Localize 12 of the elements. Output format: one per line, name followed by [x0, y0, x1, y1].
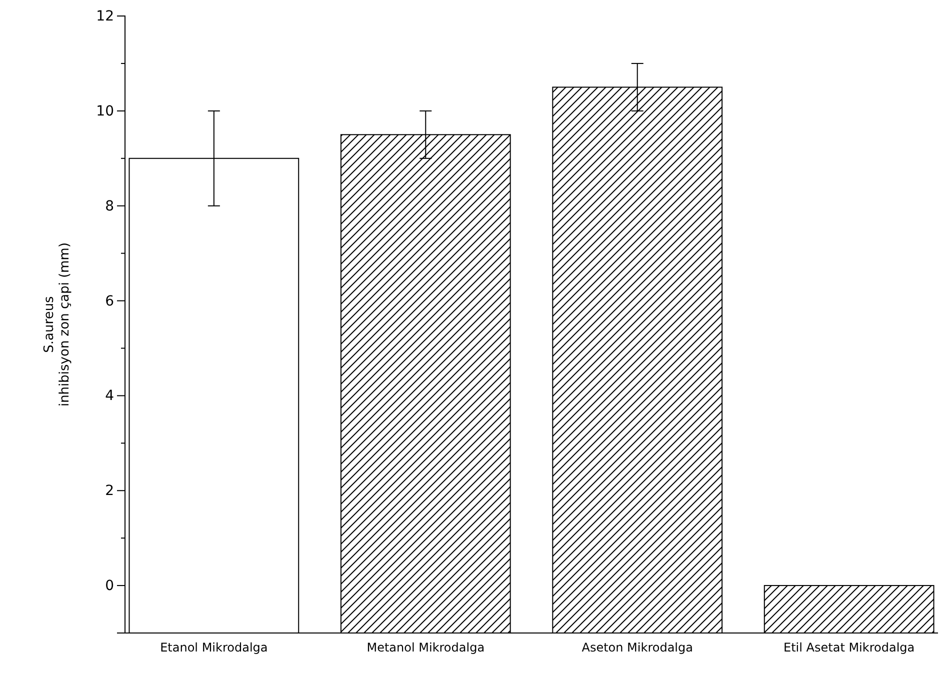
y-tick-label: 12 [96, 8, 114, 24]
x-tick-label: Etil Asetat Mikrodalga [784, 640, 915, 655]
y-tick-label: 6 [105, 293, 114, 310]
y-tick-label: 0 [105, 578, 114, 594]
y-tick-label: 8 [105, 198, 114, 214]
x-tick-label: Aseton Mikrodalga [582, 640, 693, 655]
y-tick-label: 2 [105, 483, 114, 500]
y-axis-title: S.aureus inhibisyon zon çapi (mm) [42, 242, 73, 407]
x-tick-label: Etanol Mikrodalga [160, 640, 268, 655]
y-tick-label: 10 [96, 103, 114, 120]
x-tick-label: Metanol Mikrodalga [366, 640, 485, 655]
y-tick-label: 4 [105, 388, 114, 404]
